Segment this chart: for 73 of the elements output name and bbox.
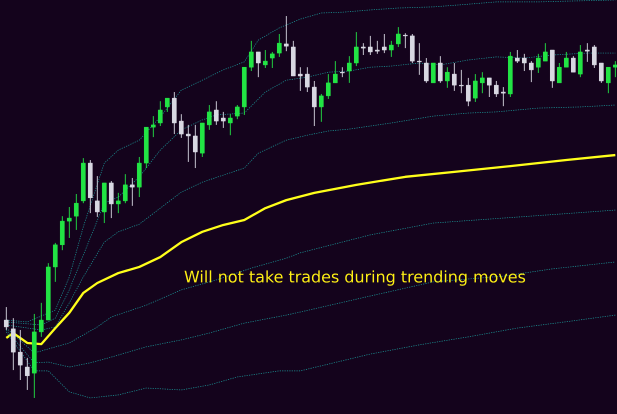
candlestick bbox=[214, 100, 219, 126]
candlestick bbox=[578, 44, 583, 78]
candlestick bbox=[326, 74, 331, 100]
candlestick bbox=[130, 178, 135, 206]
candlestick bbox=[94, 176, 100, 218]
candlestick bbox=[60, 216, 65, 251]
candlestick bbox=[312, 80, 317, 126]
annotation: Will not take trades during trending moves bbox=[184, 270, 526, 286]
candlestick bbox=[444, 66, 450, 88]
candlestick bbox=[536, 53, 541, 74]
candlestick bbox=[150, 116, 156, 138]
candlestick bbox=[158, 100, 163, 126]
candlestick bbox=[354, 32, 359, 67]
candlestick bbox=[458, 69, 464, 94]
candlestick bbox=[332, 60, 338, 84]
candlestick bbox=[486, 77, 492, 98]
candlestick bbox=[24, 357, 30, 390]
candlestick bbox=[178, 114, 184, 138]
candlestick bbox=[452, 62, 457, 92]
candlestick bbox=[396, 26, 401, 48]
candlestick bbox=[360, 42, 366, 56]
candlestick bbox=[66, 206, 72, 238]
candlestick bbox=[368, 35, 373, 56]
candlestick bbox=[606, 66, 611, 94]
candlestick bbox=[522, 53, 527, 72]
candlestick bbox=[388, 40, 394, 58]
candlestick bbox=[480, 72, 485, 94]
candlestick bbox=[52, 242, 58, 282]
candlestick bbox=[466, 77, 471, 107]
candlestick bbox=[270, 51, 275, 68]
candlestick bbox=[192, 124, 198, 168]
candlestick bbox=[514, 50, 520, 64]
candlestick bbox=[108, 180, 114, 219]
candlestick bbox=[382, 34, 387, 54]
candlestick bbox=[4, 306, 9, 330]
candlestick bbox=[304, 66, 310, 92]
candlestick bbox=[256, 51, 261, 78]
candlestick bbox=[528, 60, 534, 83]
candlestick bbox=[542, 42, 548, 62]
candlestick bbox=[248, 40, 254, 72]
candlestick bbox=[220, 111, 226, 128]
candlestick bbox=[340, 66, 345, 78]
candlestick bbox=[570, 56, 576, 73]
candlestick bbox=[424, 58, 429, 84]
candlestick bbox=[234, 104, 240, 120]
candlestick bbox=[18, 330, 23, 380]
candlestick bbox=[284, 16, 289, 52]
candlestick bbox=[10, 318, 16, 371]
candlestick bbox=[186, 124, 191, 162]
candlestick bbox=[438, 56, 443, 84]
candlestick bbox=[472, 74, 478, 102]
candlestick bbox=[276, 34, 282, 58]
candlestick bbox=[564, 51, 569, 68]
candlestick bbox=[612, 60, 617, 78]
candlestick bbox=[74, 194, 79, 230]
candlestick bbox=[430, 62, 436, 84]
candlestick bbox=[206, 104, 212, 130]
candlestick bbox=[298, 66, 303, 92]
candlestick bbox=[318, 94, 324, 122]
candlestick bbox=[584, 42, 590, 62]
candlestick bbox=[598, 62, 604, 84]
candlestick bbox=[494, 80, 499, 98]
candlestick bbox=[500, 86, 506, 107]
candlestick bbox=[164, 98, 170, 112]
candlestick bbox=[556, 62, 562, 84]
candlestick bbox=[592, 44, 597, 68]
candlestick bbox=[346, 56, 352, 84]
candlestick bbox=[116, 192, 121, 214]
candlestick bbox=[228, 114, 233, 136]
candlestick bbox=[122, 174, 128, 204]
candlestick bbox=[262, 50, 268, 68]
candlestick bbox=[374, 40, 380, 54]
candlestick bbox=[38, 302, 44, 338]
